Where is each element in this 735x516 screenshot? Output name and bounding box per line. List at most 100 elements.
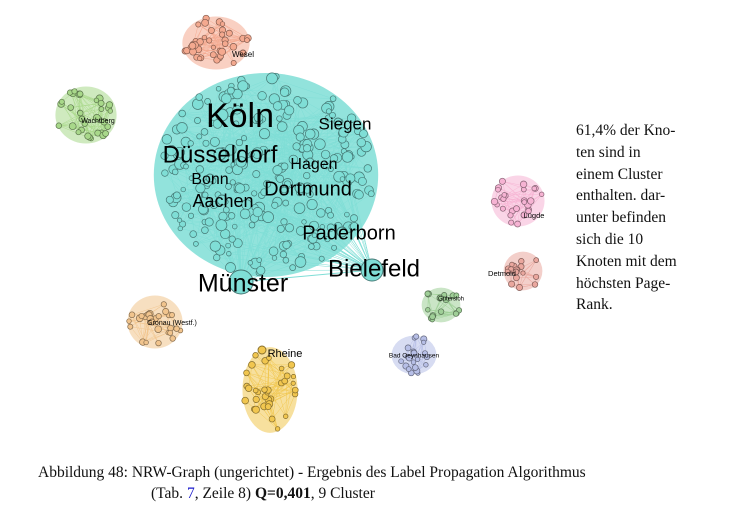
- graph-edge: [142, 316, 146, 343]
- graph-edge: [505, 195, 529, 212]
- graph-node: [171, 168, 179, 176]
- graph-node: [499, 205, 506, 212]
- graph-node: [276, 115, 283, 122]
- graph-edge: [510, 188, 536, 223]
- hub-node: [436, 294, 444, 302]
- graph-node: [248, 151, 255, 158]
- graph-edge: [401, 353, 426, 362]
- graph-node: [188, 175, 195, 181]
- graph-node: [339, 176, 346, 182]
- graph-edge: [432, 312, 457, 316]
- graph-edge: [240, 95, 263, 283]
- side-note-line: einem Cluster: [576, 165, 663, 183]
- graph-node: [279, 250, 288, 259]
- graph-node: [206, 37, 213, 44]
- node-label: Aachen: [192, 191, 253, 211]
- graph-edge: [217, 123, 264, 151]
- graph-edge: [171, 150, 372, 194]
- node-label: Bielefeld: [328, 255, 420, 282]
- graph-node: [294, 256, 307, 268]
- graph-node: [283, 413, 289, 419]
- graph-node: [138, 312, 145, 320]
- graph-edge: [285, 394, 296, 417]
- side-note-line: enthalten. dar-: [576, 187, 666, 205]
- graph-node: [274, 426, 281, 432]
- graph-node: [155, 313, 162, 320]
- graph-node: [160, 151, 169, 160]
- graph-edge: [190, 141, 216, 216]
- graph-edge: [246, 372, 296, 395]
- graph-node: [251, 190, 258, 197]
- graph-node: [513, 205, 520, 212]
- graph-node: [221, 40, 229, 47]
- graph-node: [245, 384, 253, 392]
- graph-node: [68, 122, 77, 131]
- graph-node: [165, 145, 177, 157]
- graph-edge: [166, 139, 373, 271]
- side-note-line: sich die 10: [576, 230, 644, 248]
- graph-edge: [171, 150, 373, 271]
- graph-node: [301, 219, 307, 225]
- graph-edge: [343, 176, 373, 271]
- graph-edge: [58, 117, 97, 126]
- graph-edge: [179, 127, 197, 244]
- graph-node: [257, 91, 267, 101]
- hub-node: [213, 147, 227, 161]
- table-ref-link[interactable]: 7: [186, 485, 195, 502]
- graph-edge: [79, 94, 98, 119]
- graph-edge: [510, 201, 525, 223]
- graph-node: [239, 208, 251, 220]
- graph-node: [262, 211, 274, 223]
- graph-node: [495, 186, 501, 193]
- graph-node: [193, 241, 199, 247]
- graph-edge: [302, 102, 368, 169]
- graph-node: [196, 133, 203, 140]
- graph-node: [222, 206, 230, 214]
- graph-edge: [239, 188, 373, 271]
- graph-edge: [502, 181, 525, 201]
- graph-edge: [268, 357, 286, 417]
- graph-edge: [417, 342, 424, 374]
- graph-node: [276, 121, 288, 132]
- graph-node: [398, 358, 404, 364]
- graph-edge: [283, 245, 373, 271]
- graph-edge: [72, 93, 106, 134]
- graph-node: [279, 87, 290, 97]
- graph-edge: [255, 364, 292, 410]
- graph-node: [229, 179, 236, 186]
- graph-edge: [179, 122, 213, 153]
- graph-node: [251, 405, 260, 414]
- graph-edge: [246, 372, 265, 390]
- graph-node: [527, 197, 535, 205]
- graph-node: [244, 37, 250, 43]
- graph-edge: [164, 155, 178, 196]
- graph-node: [303, 171, 311, 180]
- graph-node: [218, 47, 226, 56]
- graph-edge: [131, 304, 164, 316]
- graph-node: [266, 355, 272, 361]
- graph-node: [235, 138, 244, 147]
- graph-node: [281, 377, 288, 385]
- graph-node: [514, 220, 521, 228]
- node-label: Bonn: [191, 171, 228, 188]
- graph-node: [195, 21, 202, 28]
- side-note: 61,4% der Kno- ten sind in einem Cluster…: [576, 120, 706, 316]
- graph-node: [248, 361, 256, 369]
- hub-node: [239, 49, 247, 57]
- graph-node: [329, 154, 339, 163]
- graph-node: [207, 26, 215, 34]
- node-label: Dortmund: [264, 178, 352, 200]
- graph-node: [178, 109, 186, 118]
- hub-node: [294, 182, 306, 194]
- graph-edge: [504, 188, 535, 196]
- graph-edge: [74, 91, 92, 139]
- graph-node: [429, 313, 436, 320]
- graph-edge: [504, 194, 542, 196]
- graph-node: [345, 173, 356, 184]
- graph-node: [325, 108, 332, 115]
- graph-node: [303, 144, 312, 153]
- graph-edge: [204, 194, 373, 271]
- side-note-line: Knoten mit dem: [576, 252, 677, 270]
- graph-node: [293, 202, 306, 214]
- node-label: Wachtberg: [81, 118, 115, 125]
